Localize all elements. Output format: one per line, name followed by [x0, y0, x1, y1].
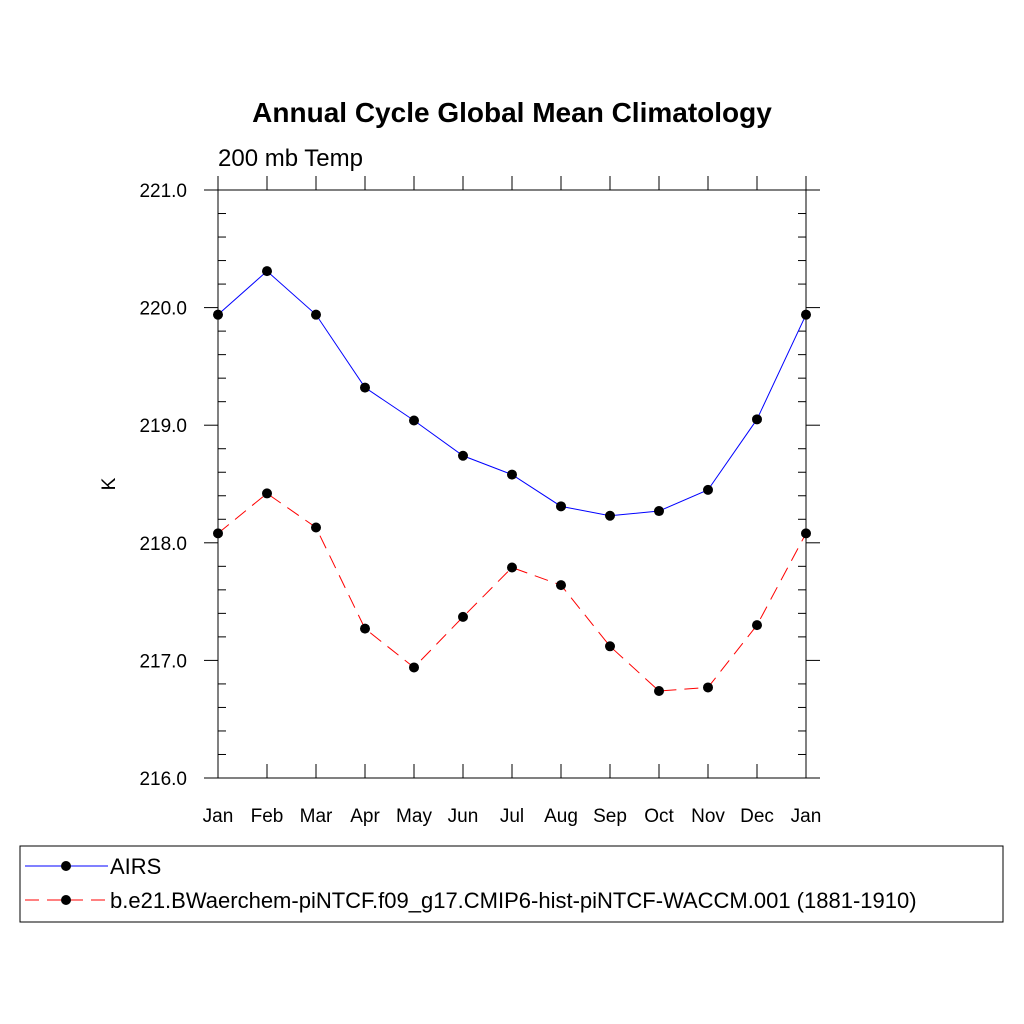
y-tick-label: 221.0 [139, 181, 187, 202]
series-1-point [801, 309, 811, 320]
legend-label-2: b.e21.BWaerchem-piNTCF.f09_g17.CMIP6-his… [110, 888, 917, 913]
chart-title: Annual Cycle Global Mean Climatology [252, 97, 772, 128]
series-2-point [213, 528, 223, 539]
series-2-point [360, 623, 370, 634]
series-2-point [262, 488, 272, 499]
x-tick-label: Apr [350, 806, 380, 827]
series-1-point [409, 415, 419, 426]
series-1-point [262, 266, 272, 277]
series-layer [213, 266, 811, 696]
series-line-2 [217, 492, 807, 692]
series-2-point [752, 620, 762, 631]
legend-marker-1 [61, 861, 71, 871]
series-1-point [654, 506, 664, 517]
series-1-point [703, 484, 713, 495]
x-tick-label: Jan [203, 806, 234, 827]
y-axis-label: K [99, 477, 120, 490]
series-1-point [311, 309, 321, 320]
series-1-point [458, 450, 468, 461]
axis-layer: Jan Feb Mar Apr May Jun Jul Aug Sep Oct Nov Dec Jan 2… [139, 176, 821, 827]
x-tick-label: Oct [644, 806, 674, 827]
series-2-point [311, 522, 321, 533]
legend-marker-2 [61, 895, 71, 905]
y-tick-label: 218.0 [139, 534, 187, 555]
series-1-point [556, 501, 566, 512]
x-tick-label: Dec [740, 806, 774, 827]
series-2-point [507, 562, 517, 573]
x-tick-label: Jun [448, 806, 479, 827]
x-tick-label: Nov [691, 806, 725, 827]
legend: AIRS b.e21.BWaerchem-piNTCF.f09_g17.CMIP6… [25, 854, 917, 913]
series-1-point [605, 510, 615, 521]
plot-frame [217, 189, 807, 779]
series-2-point [409, 662, 419, 673]
series-2-point [654, 685, 664, 696]
x-tick-label: Sep [593, 806, 627, 827]
chart-subtitle: 200 mb Temp [218, 145, 363, 172]
x-tick-label: Jan [791, 806, 822, 827]
series-1-point [360, 382, 370, 393]
x-tick-label: Aug [544, 806, 578, 827]
x-tick-label: May [396, 806, 432, 827]
series-2-point [556, 580, 566, 591]
series-2-point [458, 611, 468, 622]
series-2-point [801, 528, 811, 539]
series-2-point [605, 641, 615, 652]
series-1-point [213, 309, 223, 320]
x-tick-label: Feb [251, 806, 284, 827]
series-1-point [752, 414, 762, 425]
legend-label-1: AIRS [110, 854, 161, 879]
series-2-point [703, 682, 713, 693]
x-tick-label: Mar [300, 806, 333, 827]
x-tick-label: Jul [500, 806, 524, 827]
y-tick-label: 219.0 [139, 416, 187, 437]
y-tick-label: 216.0 [139, 769, 187, 790]
legend-box [19, 845, 1004, 923]
y-tick-label: 220.0 [139, 299, 187, 320]
series-1-point [507, 469, 517, 480]
y-tick-label: 217.0 [139, 651, 187, 672]
